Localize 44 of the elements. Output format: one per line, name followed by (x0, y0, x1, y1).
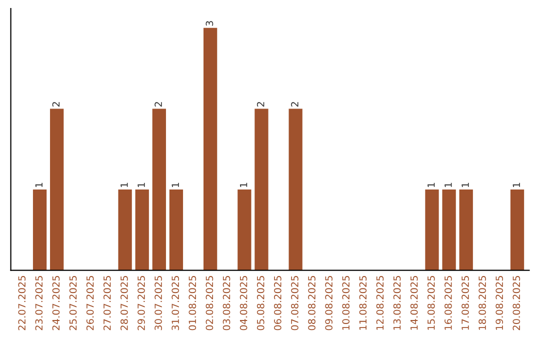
x-tick-label: 23.07.2025 (35, 276, 43, 330)
x-tick-label: 31.07.2025 (172, 276, 180, 330)
data-label: 2 (52, 102, 60, 107)
x-tick-label: 01.08.2025 (188, 276, 196, 330)
x-tick-label: 28.07.2025 (120, 276, 128, 330)
x-tick-label: 30.07.2025 (154, 276, 162, 330)
x-tick-label: 20.08.2025 (512, 276, 520, 330)
x-tick-label: 19.08.2025 (496, 276, 504, 330)
data-label: 3 (206, 21, 214, 26)
x-tick-label: 18.08.2025 (478, 276, 486, 330)
x-tick-label: 25.07.2025 (69, 276, 77, 330)
data-label: 1 (512, 182, 520, 188)
x-tick-label: 17.08.2025 (462, 276, 469, 330)
data-label: 1 (172, 182, 179, 188)
data-label: 1 (35, 182, 42, 188)
x-tick-label: 14.08.2025 (410, 276, 418, 330)
data-label: 1 (444, 182, 452, 188)
data-label: 2 (154, 102, 162, 107)
data-label: 1 (240, 182, 248, 188)
data-label: 1 (120, 182, 128, 188)
x-tick-label: 08.08.2025 (308, 276, 316, 330)
data-label: 1 (428, 182, 435, 188)
x-tick-label: 05.08.2025 (256, 276, 264, 330)
x-tick-label: 29.07.2025 (138, 276, 145, 330)
x-tick-label: 03.08.2025 (222, 276, 230, 330)
x-tick-label: 24.07.2025 (52, 276, 60, 330)
data-label: 1 (138, 182, 145, 188)
x-tick-label: 16.08.2025 (444, 276, 452, 330)
data-label: 1 (462, 182, 469, 188)
x-tick-label: 13.08.2025 (393, 276, 401, 330)
x-tick-label: 10.08.2025 (342, 276, 350, 330)
x-tick-label: 06.08.2025 (274, 276, 282, 330)
x-tick-label: 27.07.2025 (103, 276, 111, 330)
x-tick-label: 07.08.2025 (291, 276, 298, 330)
x-tick-label: 12.08.2025 (376, 276, 384, 330)
x-tick-label: 11.08.2025 (359, 276, 367, 330)
x-tick-label: 04.08.2025 (240, 276, 248, 330)
x-tick-label: 26.07.2025 (86, 276, 94, 330)
x-tick-label: 15.08.2025 (427, 276, 435, 330)
x-tick-label: 09.08.2025 (325, 276, 333, 330)
data-label: 2 (256, 102, 264, 107)
x-tick-label: 22.07.2025 (18, 276, 26, 330)
x-tick-label: 02.08.2025 (206, 276, 214, 330)
data-label: 2 (291, 102, 298, 107)
